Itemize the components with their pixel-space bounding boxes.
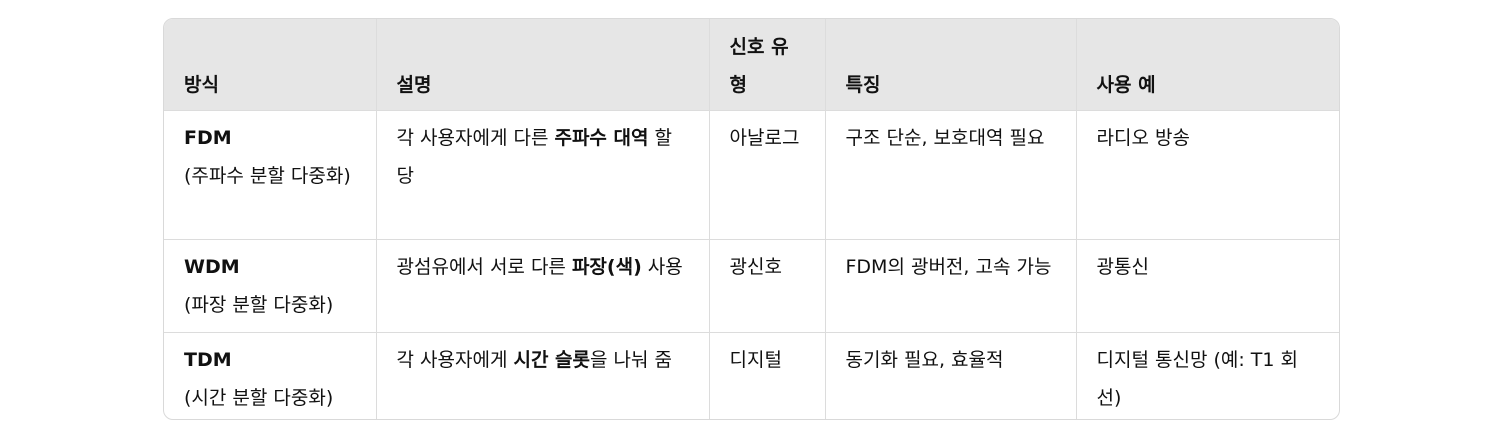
cell-description: 각 사용자에게 다른 주파수 대역 할당 [376,110,710,240]
header-signal-type: 신호 유형 [709,19,826,111]
description-text-end: 할당 [396,126,673,187]
header-features: 특징 [825,19,1077,111]
cell-description: 광섬유에서 서로 다른 파장(색) 사용 [376,239,710,333]
comparison-table-container: 방식 설명 신호 유형 특징 사용 예 FDM (주파수 분할 다중화) 각 사용… [163,18,1340,420]
header-example: 사용 예 [1076,19,1339,111]
method-abbr: FDM [184,126,232,149]
cell-signal-type: 광신호 [709,239,826,333]
method-abbr: WDM [184,255,240,278]
cell-method: FDM (주파수 분할 다중화) [164,110,377,240]
header-row: 방식 설명 신호 유형 특징 사용 예 [164,19,1339,111]
method-full-name: (시간 분할 다중화) [184,386,334,409]
cell-signal-type: 아날로그 [709,110,826,240]
cell-method: TDM (시간 분할 다중화) [164,332,377,419]
cell-example: 광통신 [1076,239,1339,333]
method-full-name: (파장 분할 다중화) [184,293,334,316]
description-text-end: 사용 [641,255,683,278]
method-full-name: (주파수 분할 다중화) [184,164,351,187]
table-row: TDM (시간 분할 다중화) 각 사용자에게 시간 슬롯을 나눠 줌 디지털 동… [164,332,1339,419]
table-row: FDM (주파수 분할 다중화) 각 사용자에게 다른 주파수 대역 할당 아날로… [164,110,1339,240]
description-emphasis: 주파수 대역 [554,126,649,149]
description-emphasis: 파장(색) [571,255,642,278]
cell-example: 라디오 방송 [1076,110,1339,240]
description-text: 광섬유에서 서로 다른 [396,255,572,278]
cell-features: 구조 단순, 보호대역 필요 [825,110,1077,240]
cell-method: WDM (파장 분할 다중화) [164,239,377,333]
header-method: 방식 [164,19,377,111]
cell-features: FDM의 광버전, 고속 가능 [825,239,1077,333]
method-abbr: TDM [184,348,232,371]
cell-signal-type: 디지털 [709,332,826,419]
table-body: FDM (주파수 분할 다중화) 각 사용자에게 다른 주파수 대역 할당 아날로… [164,110,1339,419]
cell-example: 디지털 통신망 (예: T1 회선) [1096,348,1299,409]
multiplexing-comparison-table: 방식 설명 신호 유형 특징 사용 예 FDM (주파수 분할 다중화) 각 사용… [164,19,1339,419]
description-text: 각 사용자에게 다른 [396,126,555,149]
header-description: 설명 [376,19,710,111]
table-row: WDM (파장 분할 다중화) 광섬유에서 서로 다른 파장(색) 사용 광신호 … [164,239,1339,333]
table-header: 방식 설명 신호 유형 특징 사용 예 [164,19,1339,111]
description-text-end: 을 나눠 줌 [590,348,673,371]
description-emphasis: 시간 슬롯 [513,348,591,371]
cell-description: 각 사용자에게 시간 슬롯을 나눠 줌 [376,332,710,419]
cell-features: 동기화 필요, 효율적 [825,332,1077,419]
description-text: 각 사용자에게 [396,348,514,371]
